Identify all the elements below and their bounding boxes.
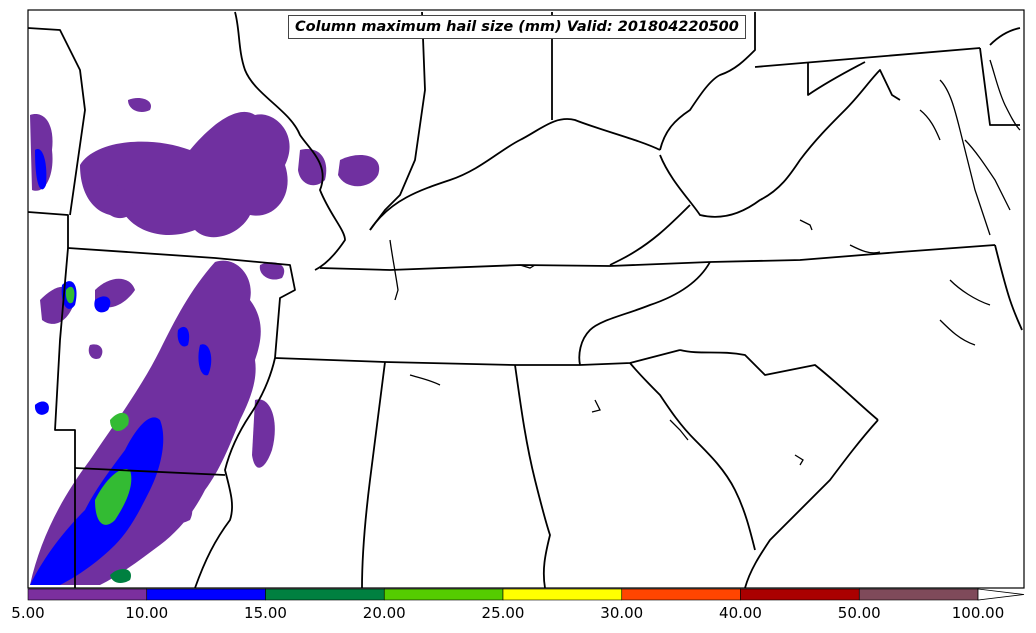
colorbar-segment [27,588,148,601]
colorbar-tick-label: 15.00 [244,604,287,622]
hail-swath-green-c [110,568,131,583]
colorbar-tick-label: 10.00 [125,604,169,622]
hail-swath-green-core [95,469,132,525]
hail-swath-purple-south4 [252,399,275,468]
colorbar-tick-label: 20.00 [362,604,406,622]
hail-swath-purple-south5 [150,491,193,524]
colorbar-segment [383,588,504,601]
hail-swath-purple-small2 [259,262,285,280]
hail-swath-purple-small3 [88,344,103,359]
colorbar-extend-triangle [977,588,1025,601]
hail-swath-green-b [65,286,75,304]
hail-swath-green-a [110,412,129,432]
state-boundaries [27,11,1023,589]
colorbar [27,588,1025,601]
hail-swath-blue-f [94,296,111,313]
colorbar-segment [502,588,623,601]
hail-swath-blue-a [177,326,190,347]
hail-swath-blue-e [35,149,47,190]
colorbar-segment [621,588,741,601]
colorbar-tick-label: 5.00 [11,604,45,622]
hail-swath-blue-b [198,344,212,376]
colorbar-tick-label: 25.00 [481,604,525,622]
hail-swaths [30,98,380,585]
map-panel [27,9,1025,589]
colorbar-tick-label: 100.00 [951,604,1005,622]
coastlines [389,59,1021,466]
colorbar-segment [858,588,979,601]
hail-swath-purple-small1 [128,98,151,112]
colorbar-tick-label: 30.00 [600,604,644,622]
hail-swath-purple-ne2 [338,155,380,187]
hail-swath-purple-mid [99,184,133,219]
hail-swath-blue-d [34,401,49,415]
colorbar-tick-label: 40.00 [719,604,762,622]
colorbar-segment [146,588,266,601]
hail-swath-purple-ne [298,149,327,186]
map-title: Column maximum hail size (mm) Valid: 201… [288,15,746,39]
colorbar-tick-label: 50.00 [837,604,881,622]
colorbar-segment [265,588,385,601]
colorbar-segment [740,588,860,601]
